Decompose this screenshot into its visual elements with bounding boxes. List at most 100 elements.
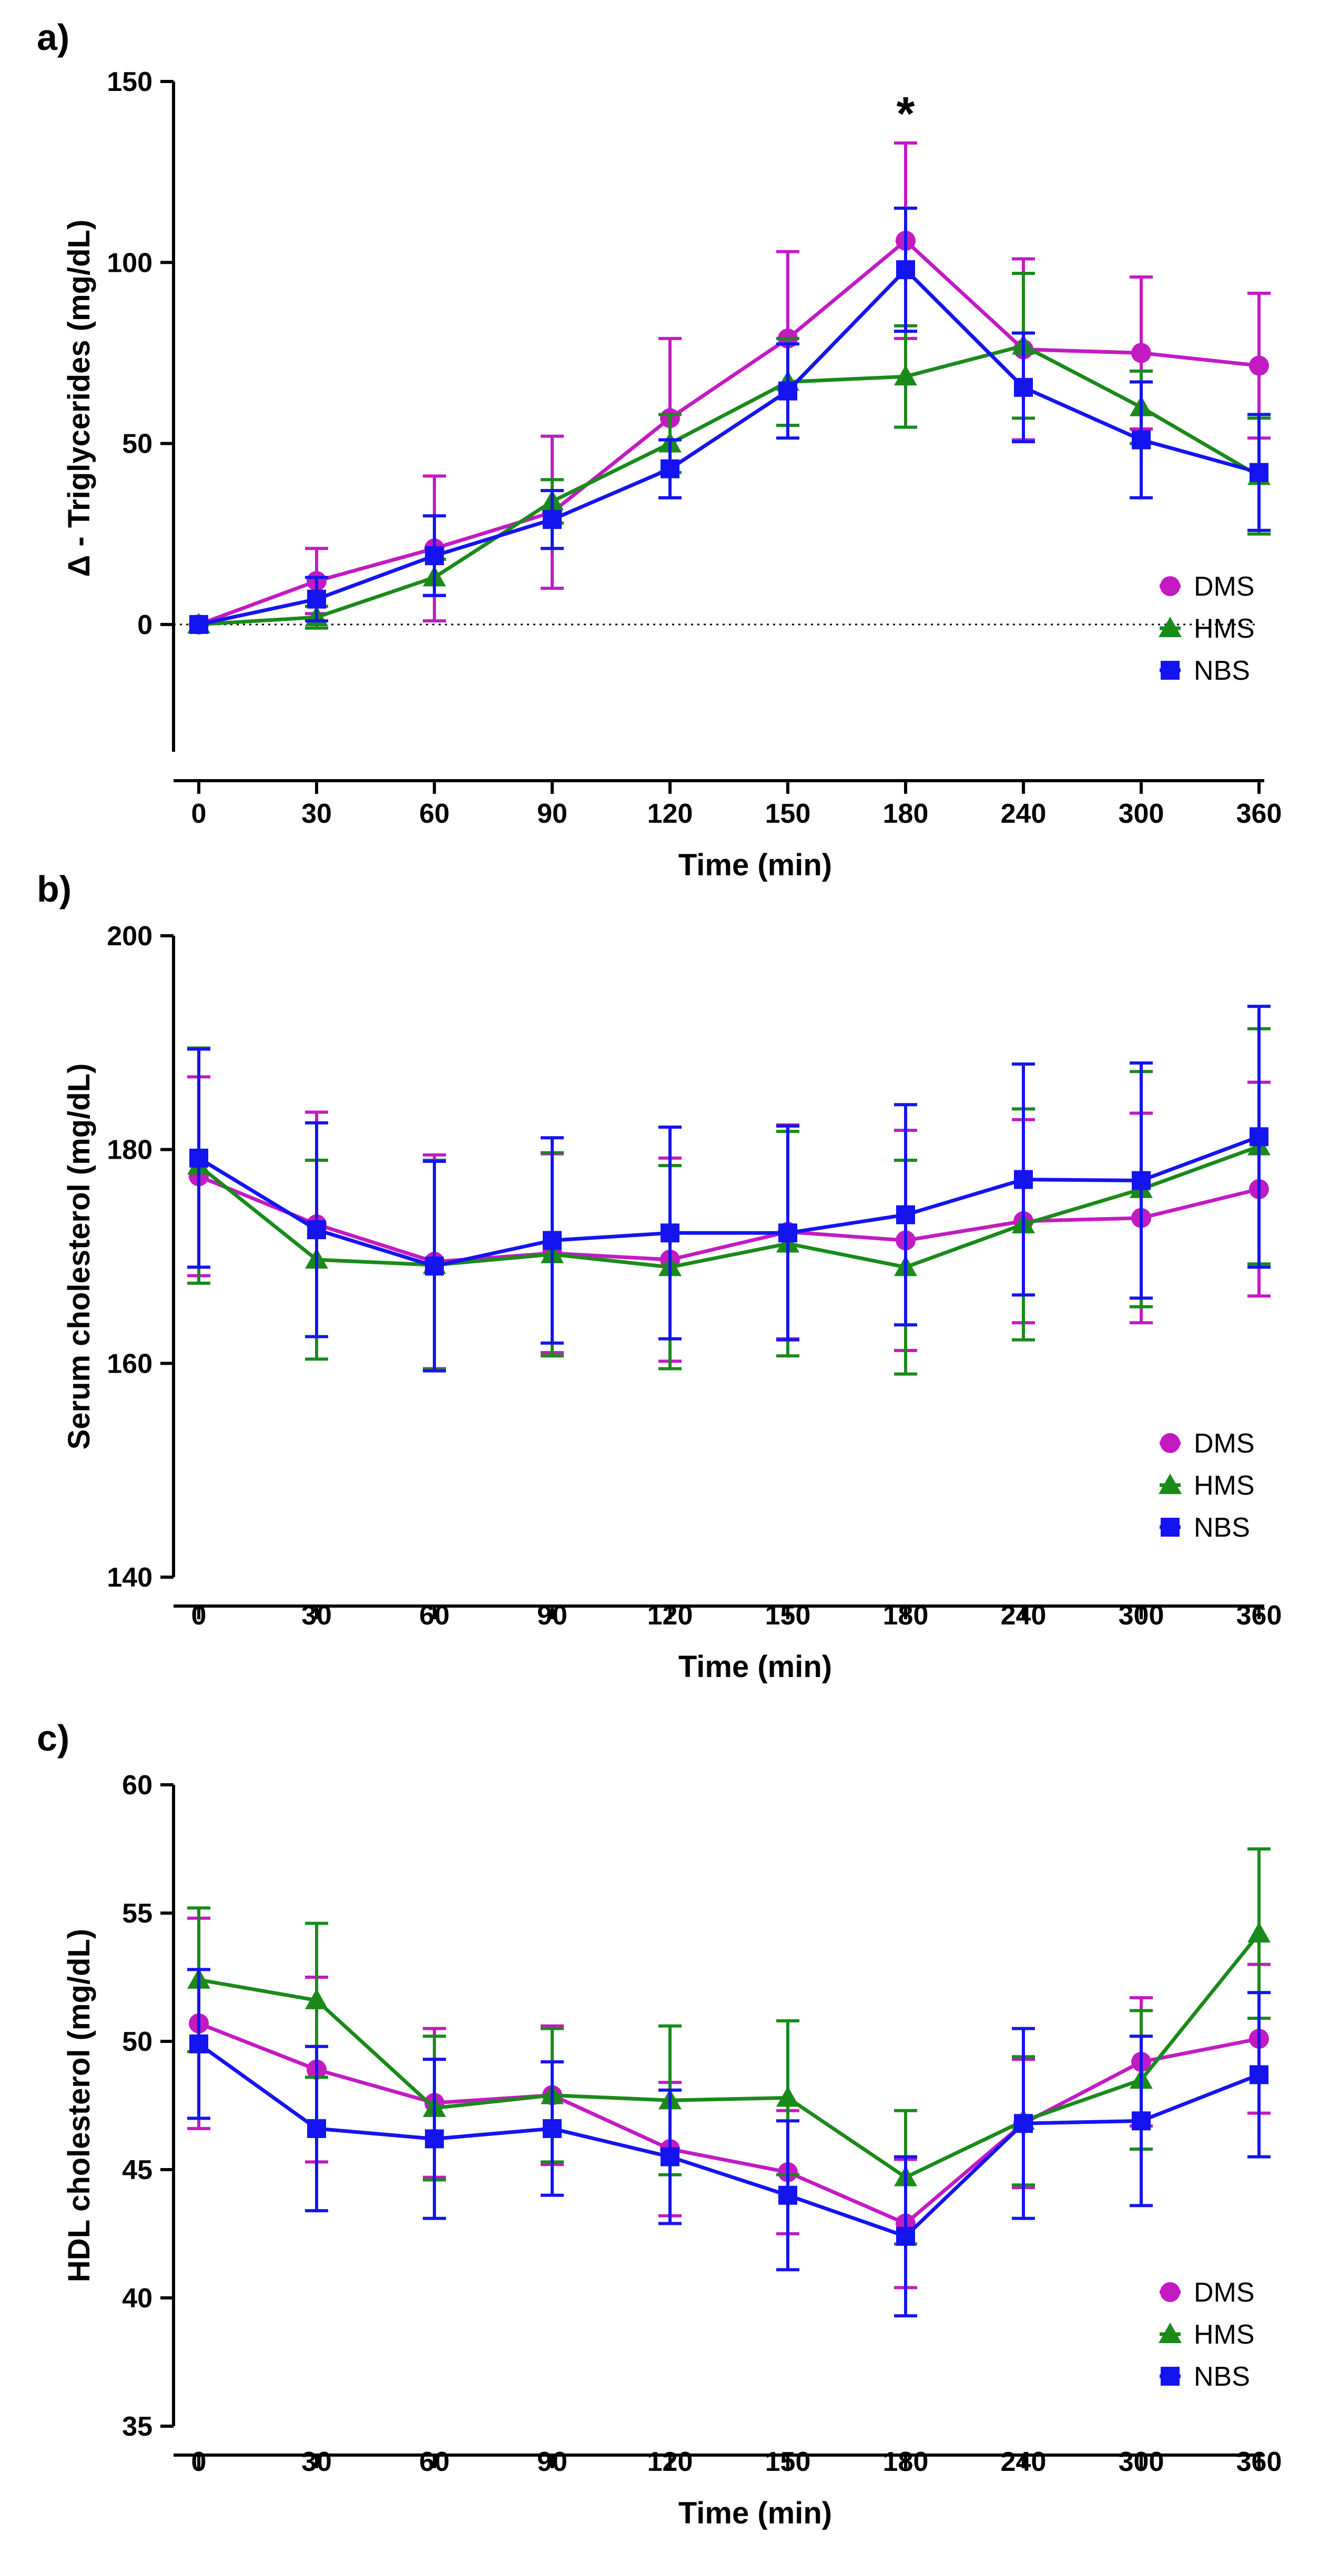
legend: DMS HMS NBS xyxy=(1159,1428,1255,1543)
legend-label: DMS xyxy=(1194,571,1255,602)
data-point xyxy=(189,2034,208,2053)
x-tick-label: 240 xyxy=(1001,2447,1047,2477)
x-tick-label: 150 xyxy=(765,799,811,829)
data-point xyxy=(1132,2111,1151,2131)
data-point xyxy=(1250,463,1268,482)
x-axis-label: Time (min) xyxy=(678,1650,832,1684)
data-point xyxy=(305,1988,328,2009)
x-tick-label: 90 xyxy=(537,1600,567,1631)
legend-label: HMS xyxy=(1194,614,1255,644)
data-point xyxy=(1250,2065,1268,2084)
x-tick-label: 0 xyxy=(191,2447,207,2477)
series-line xyxy=(198,1174,1260,1264)
legend-marker xyxy=(1159,617,1182,637)
x-tick-label: 30 xyxy=(301,1600,332,1631)
series-line xyxy=(198,1134,1260,1268)
data-point xyxy=(1014,377,1033,397)
x-tick-label: 60 xyxy=(419,2447,450,2477)
data-point xyxy=(896,1205,915,1224)
data-point xyxy=(1249,355,1269,376)
y-tick-label: 200 xyxy=(107,921,153,952)
series-hms xyxy=(187,1027,1271,1376)
x-axis-label: Time (min) xyxy=(678,848,832,882)
series-line xyxy=(198,343,1260,627)
series-line xyxy=(197,1144,1260,1269)
legend-label: HMS xyxy=(1194,1470,1255,1501)
series-dms xyxy=(187,1916,1271,2289)
x-tick-label: 300 xyxy=(1119,1600,1164,1631)
x-tick-label: 90 xyxy=(537,2447,567,2477)
y-tick-label: 50 xyxy=(122,429,153,459)
legend-marker xyxy=(1160,1433,1180,1453)
data-point xyxy=(778,2185,797,2205)
panel-letter: a) xyxy=(37,17,69,58)
legend-label: HMS xyxy=(1194,2319,1255,2350)
data-point xyxy=(543,1231,562,1250)
data-point xyxy=(1132,430,1151,449)
data-point xyxy=(189,615,208,634)
data-point xyxy=(1132,1171,1151,1190)
x-tick-label: 30 xyxy=(301,2447,332,2477)
data-point xyxy=(425,1256,444,1276)
data-point xyxy=(425,2129,444,2149)
legend: DMS HMS NBS xyxy=(1159,2277,1255,2392)
data-point xyxy=(661,459,679,478)
x-tick-label: 240 xyxy=(1001,799,1047,829)
y-axis-label: Serum cholesterol (mg/dL) xyxy=(62,1064,96,1450)
series-hms xyxy=(187,1847,1271,2246)
data-point xyxy=(1014,1170,1033,1189)
x-tick-label: 0 xyxy=(191,799,207,829)
series-line xyxy=(198,1932,1261,2180)
legend-label: NBS xyxy=(1194,2362,1250,2392)
panel-letter: b) xyxy=(37,868,72,909)
legend-label: NBS xyxy=(1194,656,1250,686)
data-point xyxy=(307,1220,326,1240)
x-tick-label: 180 xyxy=(883,2447,929,2477)
y-axis-label: Δ - Triglycerides (mg/dL) xyxy=(62,220,96,577)
legend-marker xyxy=(1159,2323,1182,2343)
y-tick-label: 100 xyxy=(107,248,153,278)
x-axis-label: Time (min) xyxy=(678,2496,832,2530)
data-point xyxy=(894,365,917,386)
x-tick-label: 120 xyxy=(647,1600,693,1631)
y-tick-label: 180 xyxy=(107,1135,153,1166)
x-tick-label: 300 xyxy=(1119,2447,1164,2477)
legend-marker xyxy=(1160,2282,1180,2302)
series-line xyxy=(197,2042,1260,2238)
data-point xyxy=(1250,1127,1268,1147)
series-line xyxy=(198,267,1260,627)
x-tick-label: 90 xyxy=(537,799,567,829)
series-dms xyxy=(187,1075,1271,1371)
data-point xyxy=(776,2086,799,2107)
data-point xyxy=(1014,2114,1033,2133)
data-point xyxy=(896,260,915,280)
x-tick-label: 360 xyxy=(1236,1600,1282,1631)
y-axis-label: HDL cholesterol (mg/dL) xyxy=(62,1929,96,2282)
series-line xyxy=(198,238,1260,627)
data-point xyxy=(778,1223,797,1243)
series-nbs xyxy=(187,1968,1271,2318)
data-point xyxy=(661,2147,679,2166)
x-tick-label: 120 xyxy=(647,799,693,829)
data-point xyxy=(778,381,797,401)
x-tick-label: 60 xyxy=(419,799,450,829)
x-tick-label: 300 xyxy=(1119,799,1164,829)
legend-marker xyxy=(1159,1474,1182,1494)
legend-marker xyxy=(1161,1518,1180,1537)
y-tick-label: 150 xyxy=(107,67,153,97)
legend-marker xyxy=(1161,661,1180,680)
y-tick-label: 50 xyxy=(122,2027,153,2057)
y-tick-label: 140 xyxy=(107,1562,153,1593)
x-tick-label: 180 xyxy=(883,1600,929,1631)
x-tick-label: 0 xyxy=(191,1600,207,1631)
data-point xyxy=(425,546,444,566)
series-hms xyxy=(187,271,1271,633)
legend-marker xyxy=(1160,576,1180,596)
x-tick-label: 360 xyxy=(1236,2447,1282,2477)
series-nbs xyxy=(187,1005,1271,1373)
data-point xyxy=(661,1223,679,1243)
chart-panel-2: b) 140 160 180 200 0 30 60 90 120 150 180 240 300 360 T… xyxy=(37,868,1282,1684)
data-point xyxy=(543,510,562,529)
x-tick-label: 180 xyxy=(883,799,929,829)
